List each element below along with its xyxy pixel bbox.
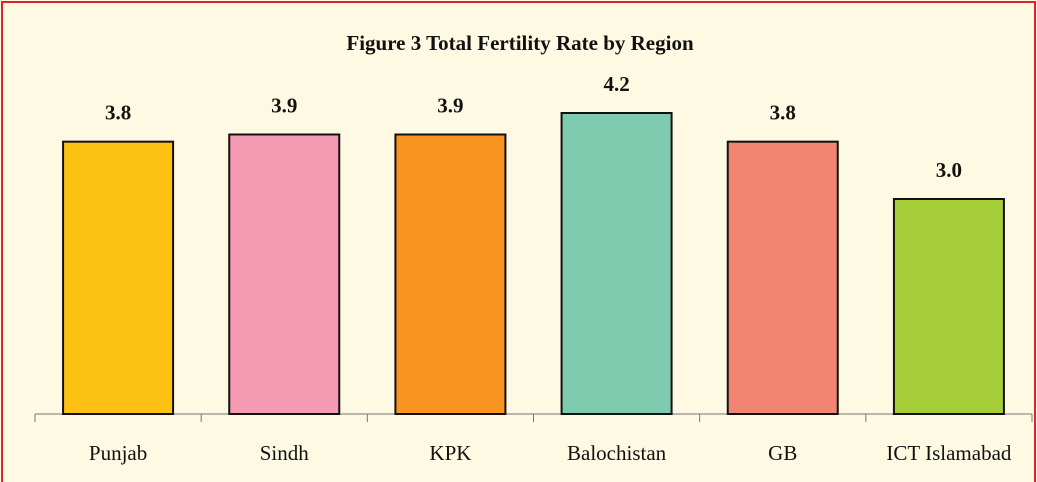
value-label: 3.8	[770, 100, 796, 124]
value-label: 3.9	[271, 93, 297, 117]
bar	[560, 112, 673, 415]
x-tick-label: KPK	[429, 441, 471, 465]
chart-title: Figure 3 Total Fertility Rate by Region	[346, 31, 694, 55]
x-tick-label: ICT Islamabad	[886, 441, 1011, 465]
bar	[62, 140, 175, 416]
bar	[726, 140, 839, 416]
x-tick-label: Balochistan	[567, 441, 667, 465]
value-label: 4.2	[603, 72, 629, 96]
value-label: 3.9	[437, 93, 463, 117]
x-tick-label: GB	[768, 441, 797, 465]
bar	[228, 133, 341, 415]
value-label: 3.0	[936, 158, 962, 182]
x-tick-label: Sindh	[260, 441, 310, 465]
value-label: 3.8	[105, 100, 131, 124]
bar	[892, 198, 1005, 415]
x-tick-label: Punjab	[89, 441, 147, 465]
bar	[394, 133, 507, 415]
